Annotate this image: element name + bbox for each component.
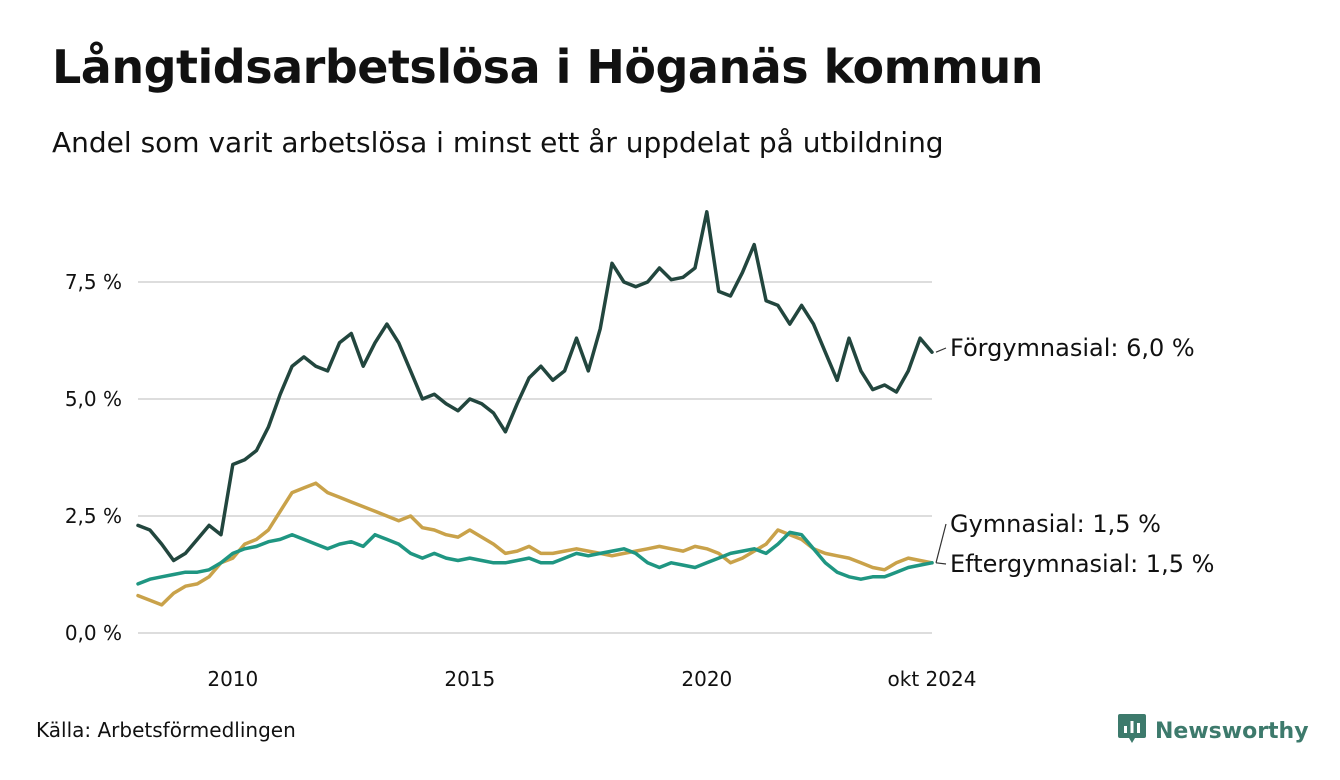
leader-line bbox=[935, 562, 947, 565]
x-tick-label: okt 2024 bbox=[888, 667, 977, 691]
series-line-gymnasial bbox=[136, 481, 934, 607]
brand-name: Newsworthy bbox=[1155, 718, 1309, 744]
series-lines bbox=[136, 210, 934, 607]
y-tick-label: 0,0 % bbox=[65, 621, 122, 645]
line-chart: 0,0 % 2,5 % 5,0 % 7,5 % 2010 2015 2020 okt 202… bbox=[65, 210, 1214, 691]
y-tick-label: 2,5 % bbox=[65, 504, 122, 528]
leader-line bbox=[935, 347, 947, 353]
brand-logo[interactable]: Newsworthy bbox=[1117, 712, 1309, 750]
series-line-eftergymnasial bbox=[136, 530, 934, 586]
leader-line bbox=[935, 523, 947, 563]
y-tick-label: 7,5 % bbox=[65, 270, 122, 294]
chart-subtitle: Andel som varit arbetslösa i minst ett å… bbox=[52, 126, 944, 159]
x-tick-label: 2010 bbox=[207, 667, 258, 691]
series-end-label: Eftergymnasial: 1,5 % bbox=[950, 550, 1214, 578]
newsworthy-logo-icon bbox=[1117, 712, 1147, 750]
y-axis-labels: 0,0 % 2,5 % 5,0 % 7,5 % bbox=[65, 270, 122, 645]
series-end-label: Förgymnasial: 6,0 % bbox=[950, 334, 1195, 362]
x-tick-label: 2020 bbox=[681, 667, 732, 691]
x-tick-label: 2015 bbox=[444, 667, 495, 691]
y-tick-label: 5,0 % bbox=[65, 387, 122, 411]
gridlines bbox=[138, 281, 932, 634]
series-line-förgymnasial bbox=[136, 210, 934, 563]
series-end-label: Gymnasial: 1,5 % bbox=[950, 510, 1161, 538]
source-note: Källa: Arbetsförmedlingen bbox=[36, 718, 296, 742]
x-axis-labels: 2010 2015 2020 okt 2024 bbox=[207, 667, 976, 691]
chart-title: Långtidsarbetslösa i Höganäs kommun bbox=[52, 40, 1043, 94]
series-end-labels: Förgymnasial: 6,0 % Gymnasial: 1,5 % Efter… bbox=[935, 334, 1214, 578]
